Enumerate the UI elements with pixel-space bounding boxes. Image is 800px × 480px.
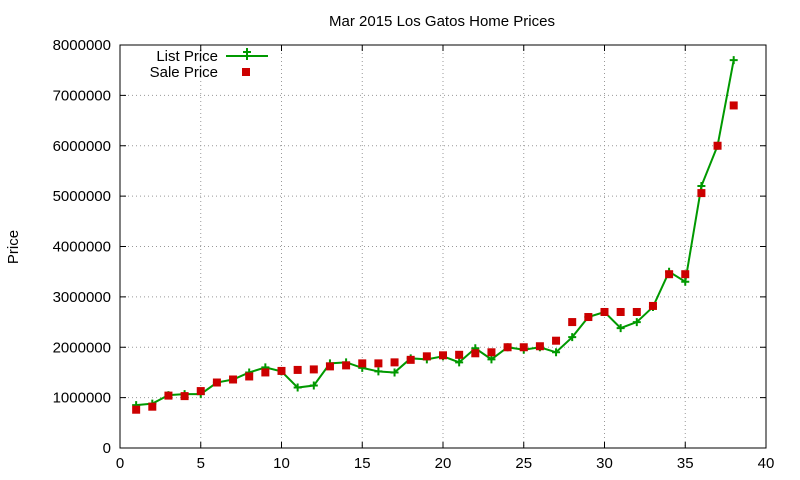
sale-price-point	[535, 342, 544, 351]
list-price-point	[632, 318, 641, 327]
list-price-point	[309, 381, 318, 390]
list-price-line	[136, 59, 735, 407]
list-price-point	[697, 182, 706, 191]
x-tick-label: 15	[354, 455, 371, 472]
sale-price-point	[132, 405, 141, 414]
legend-label-sale-price: Sale Price	[150, 64, 218, 81]
sale-price-point	[164, 391, 173, 400]
sale-price-point	[681, 270, 690, 279]
sale-price-point	[245, 372, 254, 381]
x-tick-label: 10	[273, 455, 290, 472]
y-tick-label: 5000000	[53, 188, 111, 205]
x-tick-label: 35	[677, 455, 694, 472]
y-tick-label: 8000000	[53, 37, 111, 54]
sale-price-point	[439, 351, 447, 360]
sale-price-point	[729, 101, 738, 110]
sale-price-point	[455, 350, 464, 359]
list-price-point	[374, 367, 383, 376]
sale-price-point	[374, 359, 383, 368]
list-price-point	[568, 333, 577, 342]
sale-price-point	[309, 365, 318, 374]
x-tick-label: 5	[197, 455, 205, 472]
sale-price-point	[632, 307, 641, 316]
list-price-point	[552, 348, 561, 357]
axis-ticks: 0 5 10 15 20 25 30 35 40 0 1000000 2000000 3000000 40…	[53, 37, 775, 472]
y-tick-label: 3000000	[53, 289, 111, 306]
y-axis-label: Price	[5, 230, 22, 264]
sale-price-point	[196, 387, 205, 396]
sale-price-point	[358, 359, 367, 368]
list-price-point	[681, 277, 690, 286]
legend-marker-list-price	[243, 48, 251, 60]
sale-price-point	[277, 366, 286, 375]
sale-price-point	[229, 375, 238, 384]
sale-price-point	[212, 378, 221, 387]
sale-price-point	[406, 355, 415, 364]
sale-price-point	[261, 368, 270, 377]
y-tick-label: 0	[103, 440, 111, 457]
sale-price-point	[325, 362, 334, 371]
legend-label-list-price: List Price	[156, 48, 218, 65]
x-tick-label: 0	[116, 455, 124, 472]
series	[132, 56, 738, 414]
sale-price-point	[503, 343, 512, 352]
x-tick-label: 20	[435, 455, 452, 472]
x-tick-label: 40	[758, 455, 775, 472]
sale-price-point	[665, 270, 674, 279]
sale-price-point	[487, 348, 496, 357]
y-tick-label: 7000000	[53, 87, 111, 104]
grid	[120, 45, 766, 448]
sale-price-point	[616, 307, 625, 316]
list-price-point	[616, 324, 625, 333]
sale-price-point	[552, 336, 561, 345]
y-tick-label: 4000000	[53, 239, 111, 256]
sale-price-point	[471, 349, 480, 358]
sale-price-point	[584, 313, 593, 322]
sale-price-point	[713, 141, 722, 150]
y-tick-label: 6000000	[53, 138, 111, 155]
x-tick-label: 25	[515, 455, 532, 472]
legend-marker-sale-price	[242, 68, 250, 76]
y-tick-label: 2000000	[53, 339, 111, 356]
sale-price-point	[293, 365, 302, 374]
chart-title: Mar 2015 Los Gatos Home Prices	[329, 13, 555, 30]
sale-price-point	[568, 318, 577, 327]
sale-price-point	[422, 352, 431, 361]
list-price-point	[455, 358, 464, 367]
x-tick-label: 30	[596, 455, 613, 472]
list-price-point	[487, 355, 496, 364]
list-price-point	[390, 368, 399, 377]
sale-price-point	[519, 343, 528, 352]
sale-price-point	[697, 189, 706, 198]
list-price-point	[293, 383, 302, 392]
legend: List Price Sale Price	[150, 48, 268, 81]
sale-price-point	[648, 301, 657, 310]
sale-price-point	[148, 402, 157, 411]
sale-price-point	[390, 358, 399, 367]
sale-price-point	[342, 361, 351, 370]
sale-price-point	[180, 392, 189, 401]
list-price-point	[729, 56, 738, 65]
sale-price-point	[600, 307, 609, 316]
y-tick-label: 1000000	[53, 390, 111, 407]
